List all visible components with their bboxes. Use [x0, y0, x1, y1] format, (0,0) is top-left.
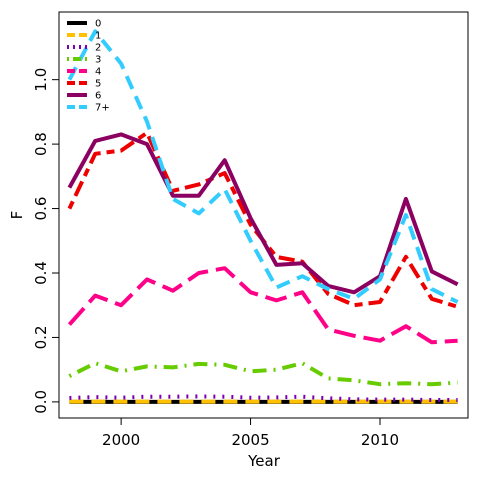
series-line-2 [69, 394, 458, 402]
legend-label-2: 2 [95, 43, 101, 54]
x-axis: 2000 2005 2010 [102, 417, 399, 449]
legend-label-4: 4 [95, 67, 101, 78]
series-layer [67, 29, 459, 404]
y-axis: 0.0 0.2 0.4 0.6 0.8 1.0 [32, 68, 60, 414]
legend-label-3: 3 [95, 55, 101, 66]
y-tick-label: 0.4 [32, 261, 50, 285]
y-tick-label: 0.6 [32, 197, 50, 221]
legend-label-1: 1 [95, 31, 101, 42]
x-tick-label: 2000 [102, 431, 140, 449]
series-line-7plus [67, 29, 459, 304]
y-axis-title: F [8, 211, 26, 220]
legend-label-6: 6 [95, 91, 101, 102]
series-line-6 [67, 132, 459, 295]
y-tick-label: 0.0 [32, 390, 50, 414]
y-tick-label: 1.0 [32, 68, 50, 92]
y-tick-label: 0.8 [32, 132, 50, 156]
series-line-3 [68, 361, 458, 387]
x-tick-label: 2010 [361, 431, 399, 449]
legend-label-0: 0 [95, 19, 101, 30]
legend-label-5: 5 [95, 79, 101, 90]
legend-label-7plus: 7+ [95, 103, 110, 114]
series-line-4 [67, 266, 458, 345]
x-tick-label: 2005 [231, 431, 269, 449]
x-axis-title: Year [247, 452, 281, 470]
y-tick-label: 0.2 [32, 326, 50, 350]
